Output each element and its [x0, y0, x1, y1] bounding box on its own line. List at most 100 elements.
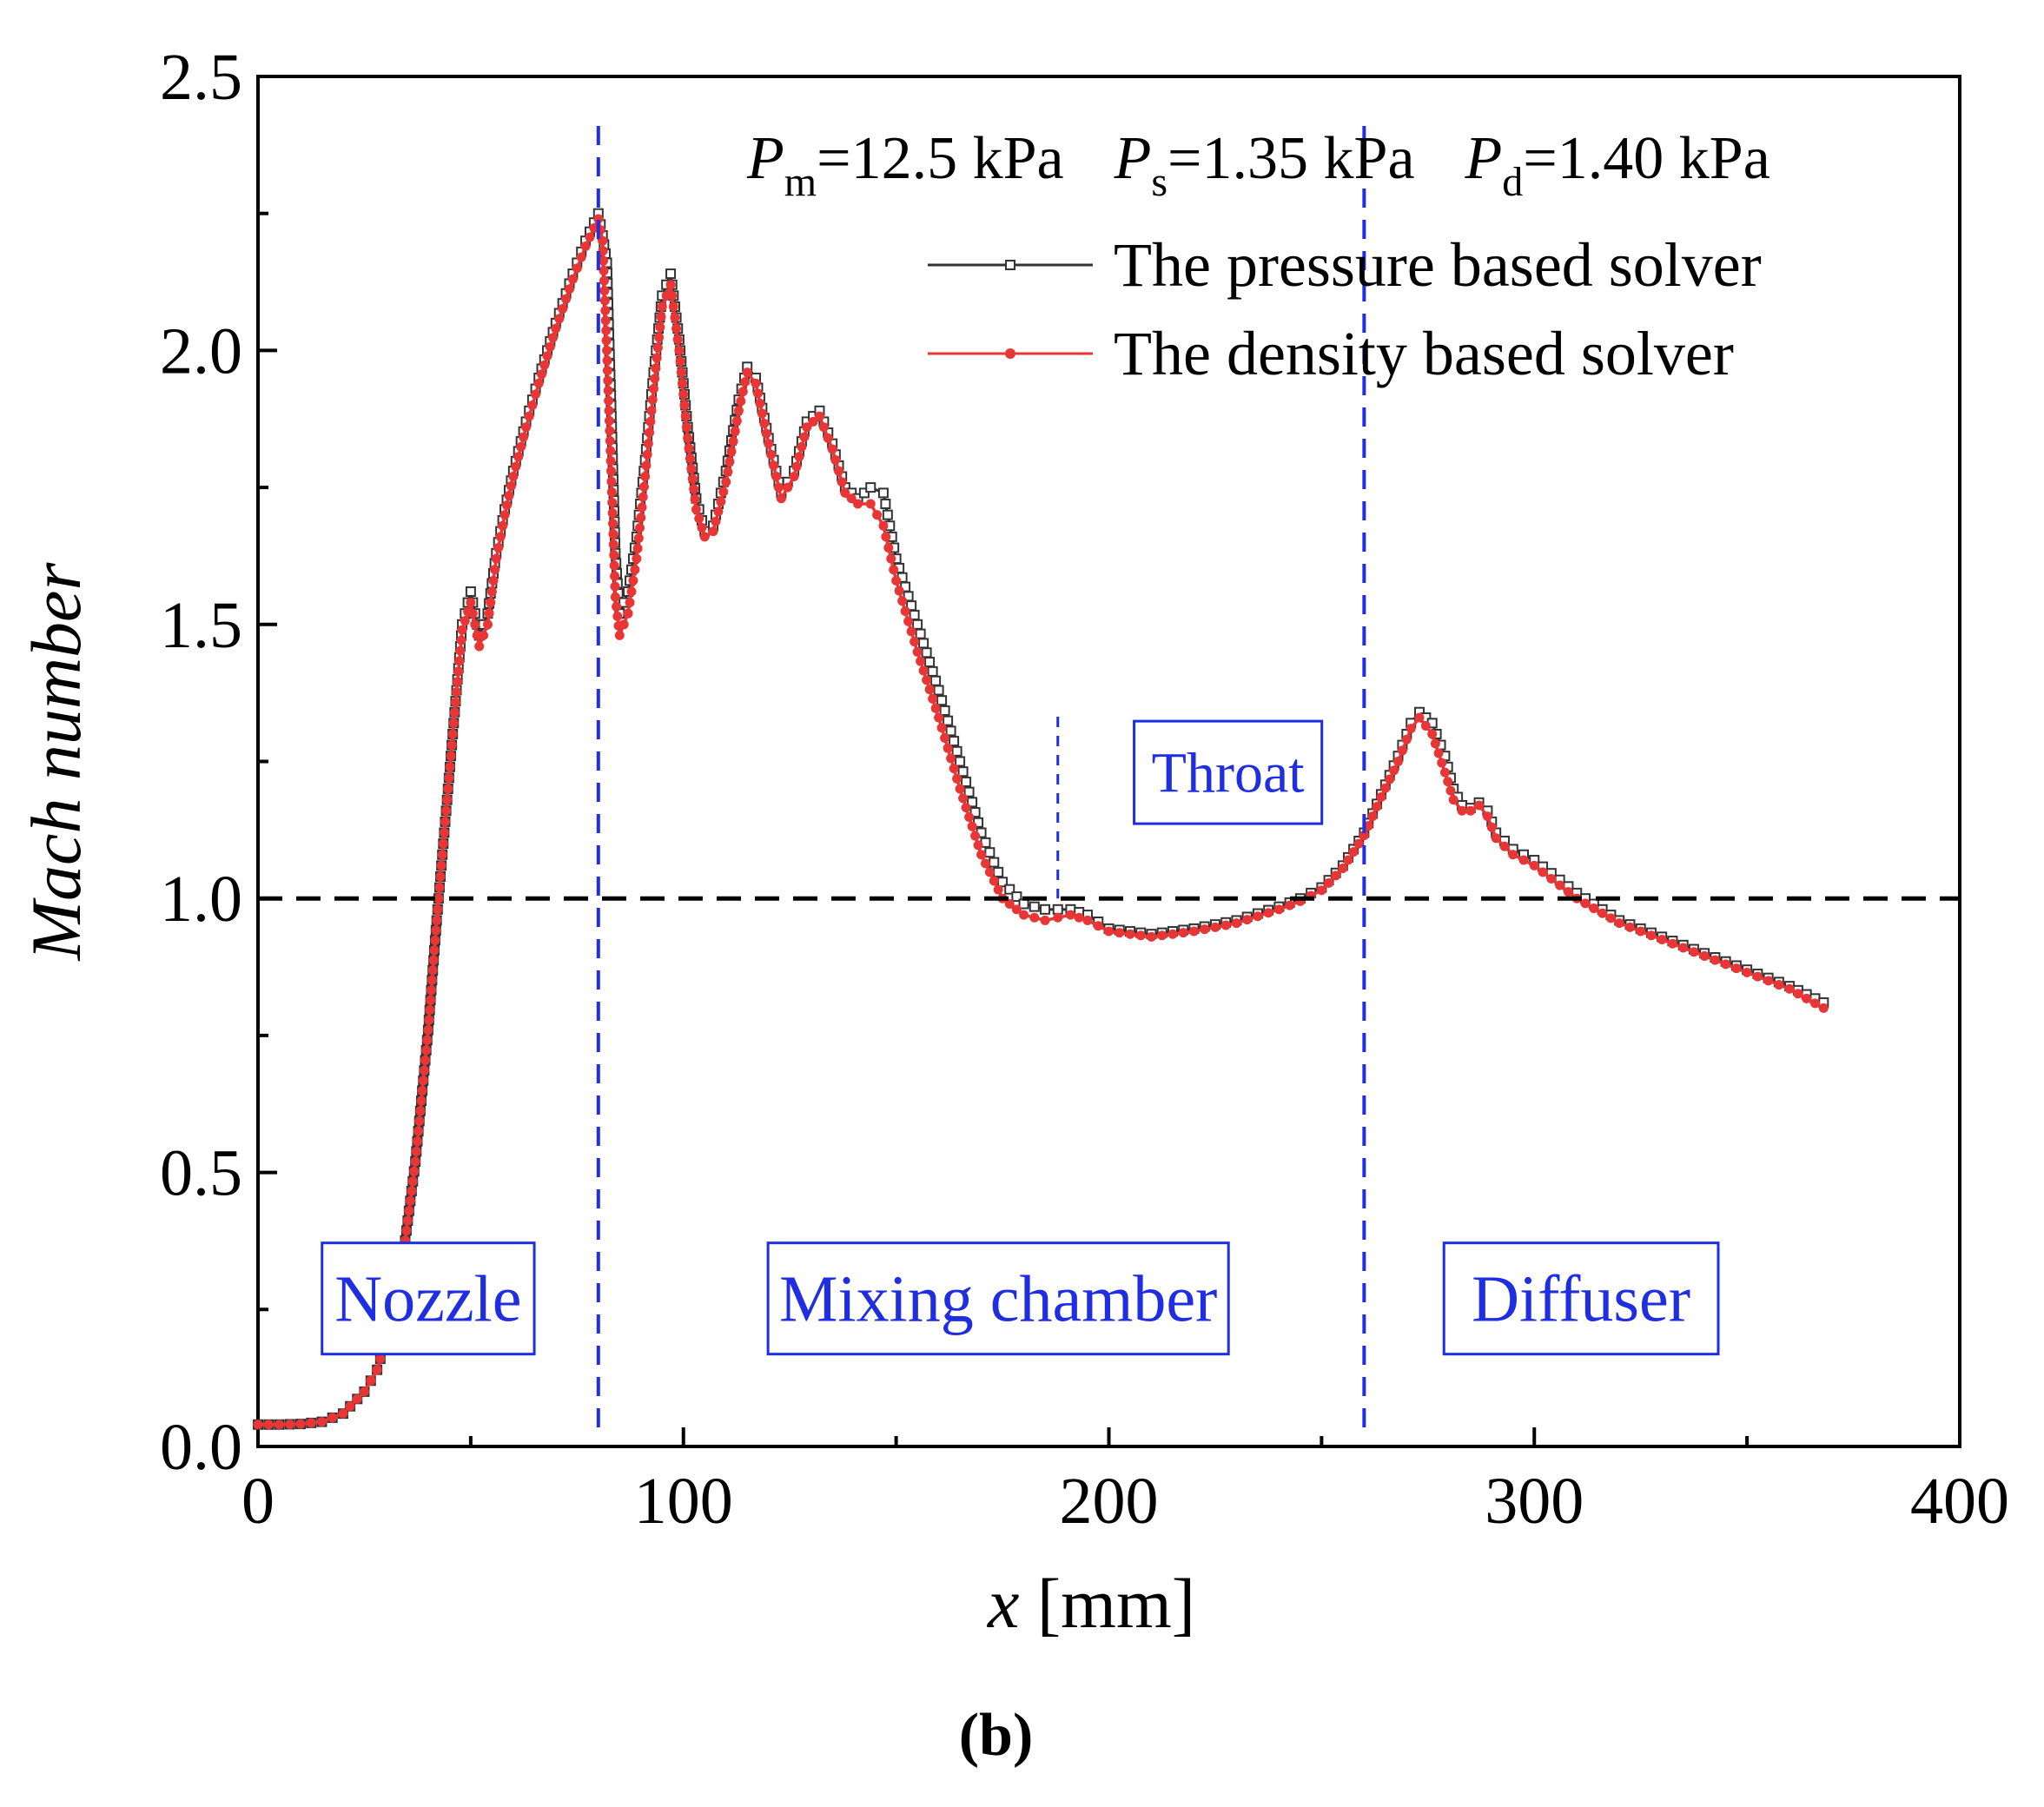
- data-point: [652, 353, 662, 363]
- data-point: [460, 616, 470, 626]
- density-solver-series: [253, 214, 1829, 1430]
- data-point: [716, 497, 726, 507]
- data-point: [456, 635, 466, 645]
- data-point: [533, 378, 544, 388]
- data-point: [612, 611, 623, 621]
- data-point: [679, 400, 690, 410]
- data-point: [1809, 998, 1820, 1009]
- data-point: [916, 656, 926, 666]
- data-point: [1474, 800, 1485, 811]
- data-point: [1518, 855, 1529, 865]
- data-point: [650, 374, 660, 384]
- data-point: [648, 384, 658, 394]
- data-point: [934, 712, 944, 723]
- data-point: [647, 394, 658, 405]
- data-point: [446, 751, 456, 761]
- data-point: [761, 428, 771, 439]
- data-point: [685, 453, 695, 464]
- data-point: [432, 915, 442, 925]
- data-point: [643, 439, 653, 449]
- data-point: [687, 473, 698, 484]
- data-point: [1443, 777, 1453, 787]
- data-point: [723, 467, 733, 477]
- data-point: [1316, 885, 1326, 896]
- data-point: [924, 657, 936, 668]
- data-point: [421, 1045, 432, 1056]
- data-point: [521, 422, 532, 433]
- y-tick-label: 0.5: [160, 1137, 242, 1210]
- legend-label: The density based solver: [1114, 319, 1734, 388]
- data-point: [1546, 873, 1557, 884]
- data-point: [731, 416, 742, 427]
- data-point: [470, 619, 480, 630]
- region-label: Throat: [1152, 742, 1305, 805]
- data-point: [751, 378, 761, 388]
- data-point: [1597, 908, 1608, 918]
- data-point: [1011, 891, 1022, 903]
- data-point: [1657, 935, 1667, 945]
- data-point: [601, 325, 612, 335]
- data-point: [1168, 929, 1178, 939]
- data-point: [605, 446, 616, 456]
- data-point: [1401, 734, 1412, 745]
- data-point: [585, 232, 595, 242]
- data-point: [736, 396, 746, 407]
- data-point: [561, 294, 572, 304]
- data-point: [1367, 811, 1378, 822]
- data-point: [495, 532, 506, 542]
- data-point: [604, 395, 614, 406]
- data-point: [1774, 980, 1784, 990]
- data-point: [1004, 884, 1015, 895]
- data-point: [618, 619, 629, 630]
- data-point: [567, 274, 578, 284]
- data-point: [886, 553, 896, 564]
- x-tick-label: 100: [634, 1465, 733, 1538]
- data-point: [827, 444, 837, 454]
- data-point: [1363, 821, 1373, 831]
- data-point: [1636, 926, 1646, 937]
- data-point: [1793, 989, 1803, 999]
- data-point: [1710, 955, 1720, 965]
- data-point: [927, 665, 938, 677]
- data-point: [554, 314, 565, 324]
- data-point: [1430, 738, 1440, 749]
- data-point: [479, 630, 489, 640]
- region-label-diffuser: Diffuser: [1442, 1241, 1720, 1356]
- data-point: [263, 1420, 274, 1430]
- data-point: [675, 356, 685, 367]
- data-point: [802, 422, 812, 433]
- data-point: [519, 432, 529, 442]
- data-point: [425, 1005, 435, 1016]
- data-point: [511, 461, 521, 472]
- data-point: [1689, 947, 1699, 957]
- data-point: [452, 687, 462, 698]
- data-point: [542, 351, 552, 361]
- data-point: [708, 526, 718, 537]
- data-point: [759, 419, 770, 429]
- data-point: [1029, 901, 1040, 912]
- data-point: [984, 867, 995, 877]
- data-point: [808, 416, 818, 427]
- data-point: [945, 725, 956, 737]
- data-point: [728, 436, 738, 447]
- data-point: [598, 235, 608, 246]
- data-point: [1427, 729, 1438, 739]
- data-point: [1353, 838, 1364, 849]
- y-tick-label: 1.0: [160, 863, 242, 936]
- data-point: [490, 565, 500, 575]
- data-point: [1752, 971, 1763, 982]
- data-point: [608, 519, 618, 529]
- data-point: [454, 656, 465, 666]
- data-point: [900, 606, 910, 616]
- condition-symbol: P: [1114, 125, 1152, 192]
- data-point: [545, 341, 555, 352]
- data-point: [630, 565, 640, 575]
- data-point: [506, 481, 516, 492]
- data-point: [1011, 904, 1022, 915]
- data-point: [681, 422, 691, 433]
- data-point: [961, 776, 972, 787]
- data-point: [940, 732, 950, 743]
- data-point: [453, 666, 464, 677]
- data-point: [443, 784, 453, 794]
- data-point: [433, 904, 443, 915]
